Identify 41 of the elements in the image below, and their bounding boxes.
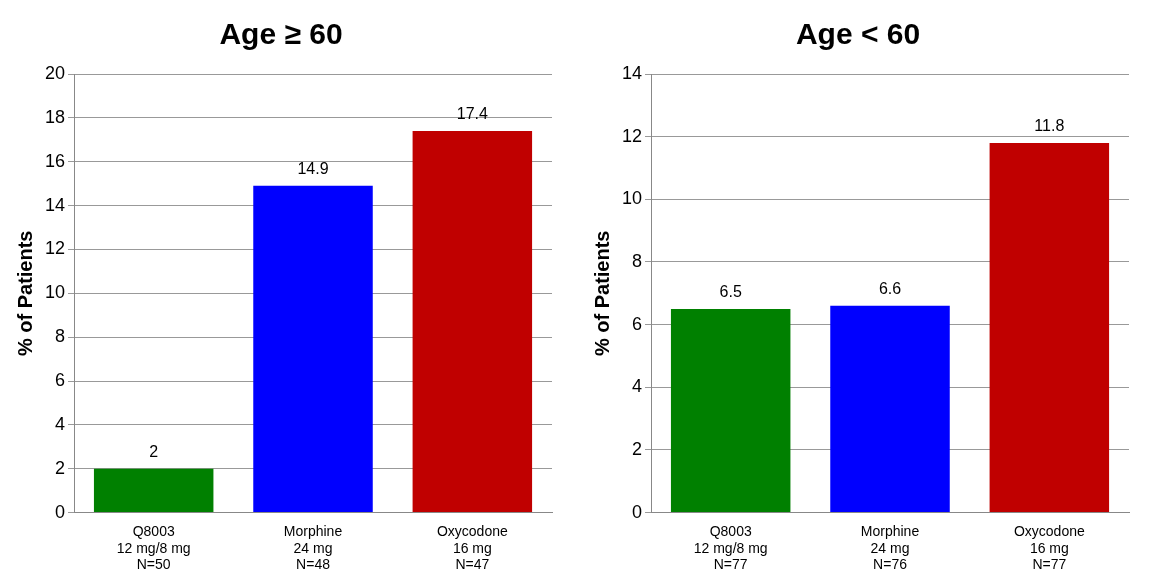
y-tick-label: 10 (44, 282, 66, 303)
chart-title: Age < 60 (795, 17, 921, 51)
y-tick-label: 8 (55, 326, 66, 347)
x-tick-label: Oxycodone 16 mg N=47 (436, 522, 508, 573)
y-tick-label: 6 (55, 369, 66, 390)
x-tick-label: Morphine 24 mg N=76 (860, 522, 920, 573)
y-tick-label: 12 (621, 125, 643, 146)
data-label: 11.8 (1034, 117, 1065, 135)
data-label: 2 (149, 443, 159, 461)
y-tick-label: 18 (44, 106, 66, 127)
y-axis-title: % of Patients (590, 230, 613, 357)
y-tick-label: 4 (632, 376, 643, 397)
y-tick-label: 0 (632, 501, 643, 522)
y-axis-title: % of Patients (13, 230, 36, 357)
y-tick-label: 14 (621, 62, 643, 83)
x-tick-label: Q8003 12 mg/8 mg N=50 (116, 522, 191, 573)
y-tick-label: 4 (55, 413, 66, 434)
y-tick-label: 14 (44, 194, 66, 215)
y-tick-label: 12 (44, 238, 66, 259)
y-tick-label: 2 (55, 457, 66, 478)
bar (830, 305, 950, 513)
bar (253, 185, 373, 513)
bar (670, 308, 791, 513)
chart-title: Age ≥ 60 (219, 17, 343, 51)
y-tick-label: 0 (55, 501, 66, 522)
y-tick-label: 6 (632, 313, 643, 334)
data-label: 6.5 (719, 283, 742, 301)
bar (93, 468, 214, 513)
y-tick-label: 16 (44, 150, 66, 171)
data-label: 17.4 (456, 105, 489, 123)
bar (989, 142, 1110, 513)
y-tick-label: 8 (632, 250, 643, 271)
x-tick-label: Oxycodone 16 mg N=77 (1013, 522, 1085, 573)
y-tick-label: 2 (632, 438, 643, 459)
y-tick-label: 10 (621, 188, 643, 209)
x-tick-label: Q8003 12 mg/8 mg N=77 (693, 522, 768, 573)
x-tick-label: Morphine 24 mg N=48 (283, 522, 343, 573)
y-tick-label: 20 (44, 62, 66, 83)
data-label: 14.9 (297, 160, 329, 178)
bar (412, 131, 533, 513)
data-label: 6.6 (878, 280, 902, 298)
